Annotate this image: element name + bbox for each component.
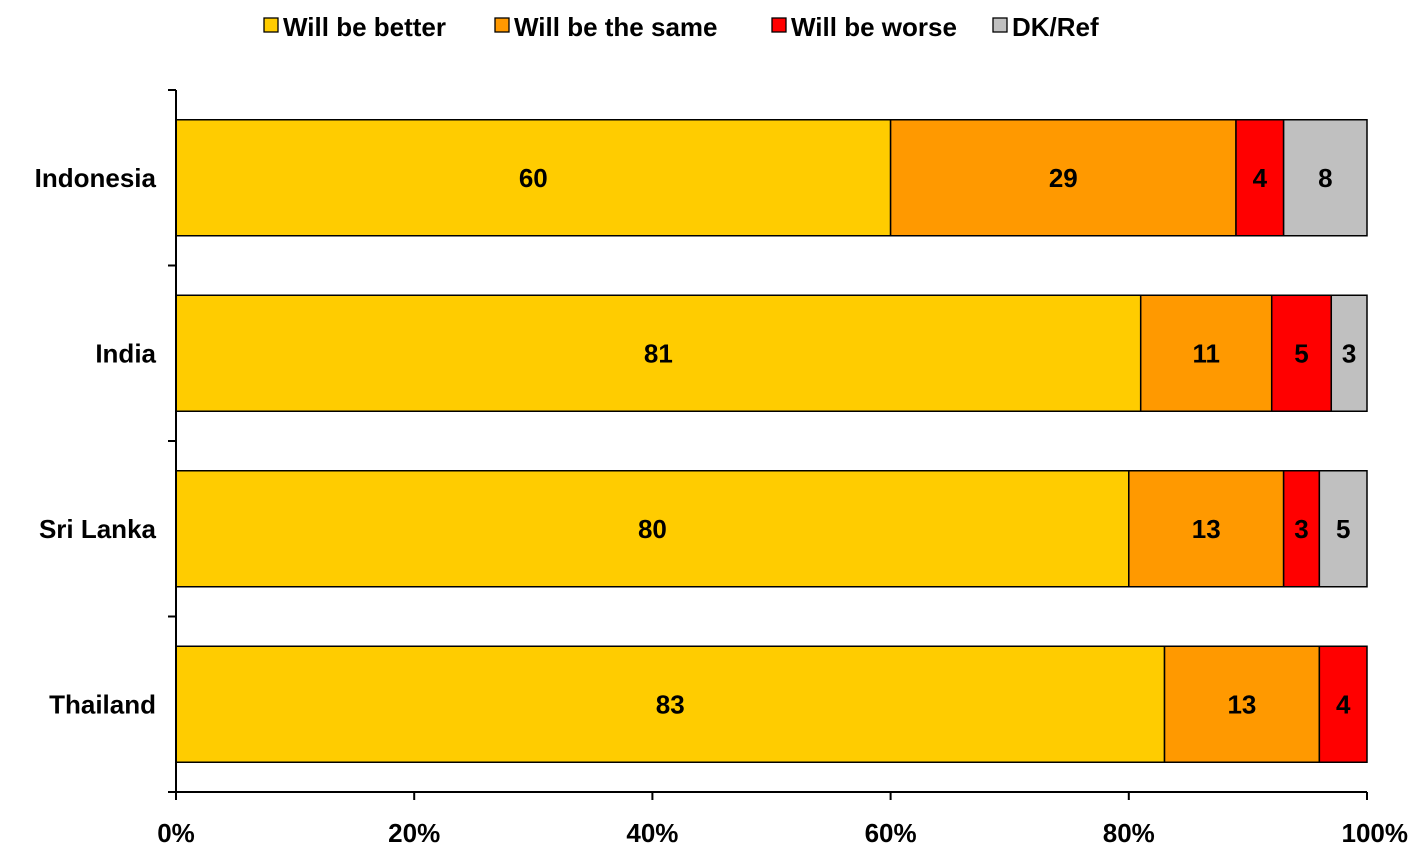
bar-indonesia-will-be-worse	[1235, 119, 1285, 237]
bars-area: 60 29 4 881 11 5 380 13 3 583 13 4	[175, 119, 1368, 763]
legend-swatch-dk-ref	[992, 17, 1008, 33]
bar-india-will-be-worse	[1270, 294, 1333, 412]
bar-indonesia-dk-ref	[1282, 119, 1368, 237]
x-tick-label: 40%	[626, 818, 678, 848]
category-label-sri-lanka: Sri Lanka	[39, 514, 157, 544]
data-label-sri-lanka-will-be-the-same: 13	[1192, 514, 1221, 544]
bar-indonesia-will-be-better	[175, 119, 892, 237]
legend-label-dk-ref: DK/Ref	[1012, 12, 1099, 42]
data-label-sri-lanka-will-be-better: 80	[638, 514, 667, 544]
data-label-india-will-be-worse: 5	[1294, 338, 1308, 368]
bar-india-dk-ref	[1330, 294, 1368, 412]
axes: Indonesia India Sri Lanka Thailand 0% 20% 40% 6…	[35, 89, 1409, 848]
category-label-indonesia: Indonesia	[35, 163, 157, 193]
x-tick-label: 20%	[388, 818, 440, 848]
legend-swatch-will-be-worse	[771, 17, 787, 33]
data-label-thailand-will-be-worse: 4	[1336, 689, 1351, 719]
legend-label-will-be-better: Will be better	[283, 12, 446, 42]
legend-label-will-be-worse: Will be worse	[791, 12, 957, 42]
data-label-sri-lanka-dk-ref: 5	[1336, 514, 1350, 544]
legend-swatch-will-be-better	[263, 17, 279, 33]
data-label-sri-lanka-will-be-worse: 3	[1294, 514, 1308, 544]
category-label-india: India	[95, 338, 156, 368]
bar-thailand-will-be-worse	[1318, 645, 1368, 763]
bar-india-will-be-the-same	[1139, 294, 1273, 412]
data-label-indonesia-dk-ref: 8	[1318, 163, 1332, 193]
bar-sri-lanka-will-be-the-same	[1128, 470, 1285, 588]
data-label-indonesia-will-be-worse: 4	[1253, 163, 1268, 193]
data-label-india-dk-ref: 3	[1342, 338, 1356, 368]
bar-thailand-will-be-the-same	[1163, 645, 1321, 763]
category-label-thailand: Thailand	[49, 689, 156, 719]
bar-sri-lanka-dk-ref	[1318, 470, 1368, 588]
x-tick-label: 0%	[157, 818, 195, 848]
bar-indonesia-will-be-the-same	[889, 119, 1237, 237]
data-label-indonesia-will-be-better: 60	[519, 163, 548, 193]
data-label-indonesia-will-be-the-same: 29	[1049, 163, 1078, 193]
bar-thailand-will-be-better	[175, 645, 1166, 763]
data-label-india-will-be-the-same: 11	[1192, 338, 1220, 368]
bar-india-will-be-better	[175, 294, 1142, 412]
data-label-thailand-will-be-better: 83	[656, 689, 685, 719]
x-tick-label: 60%	[865, 818, 917, 848]
data-label-india-will-be-better: 81	[644, 338, 673, 368]
x-tick-label: 80%	[1103, 818, 1155, 848]
legend-label-will-be-the-same: Will be the same	[514, 12, 718, 42]
x-tick-label: 100%	[1342, 818, 1409, 848]
legend-swatch-will-be-the-same	[494, 17, 510, 33]
data-label-thailand-will-be-the-same: 13	[1227, 689, 1256, 719]
legend: Will be better Will be the same Will be wo…	[263, 12, 1099, 42]
